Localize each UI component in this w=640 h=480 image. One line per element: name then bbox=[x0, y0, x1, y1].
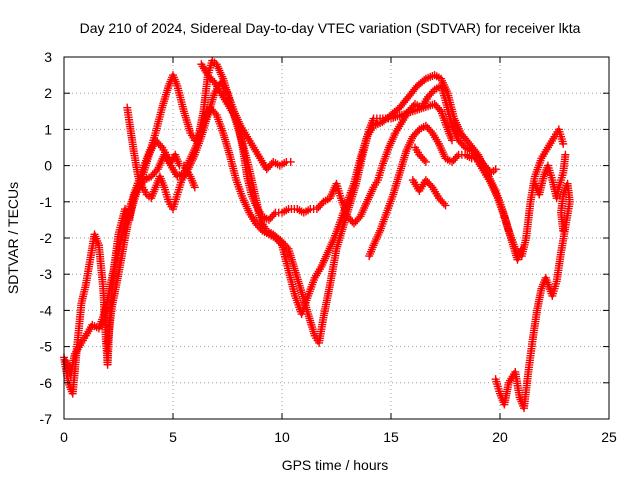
y-tick-label: -2 bbox=[40, 230, 53, 246]
data-point bbox=[452, 152, 461, 161]
y-tick-label: -5 bbox=[40, 339, 53, 355]
y-tick-label: 3 bbox=[44, 49, 52, 65]
x-tick-label: 0 bbox=[60, 429, 68, 445]
y-tick-label: 1 bbox=[44, 121, 52, 137]
data-point bbox=[190, 183, 199, 192]
x-tick-label: 5 bbox=[169, 429, 177, 445]
chart-title: Day 210 of 2024, Sidereal Day-to-day VTE… bbox=[80, 20, 581, 36]
data-point bbox=[420, 156, 429, 165]
x-tick-label: 20 bbox=[492, 429, 508, 445]
data-point bbox=[439, 199, 448, 208]
data-point bbox=[435, 105, 444, 114]
y-tick-label: 0 bbox=[44, 158, 52, 174]
series-track-9 bbox=[491, 179, 574, 413]
data-point bbox=[491, 165, 500, 174]
series-track-7 bbox=[408, 176, 450, 210]
series-track-5 bbox=[103, 136, 199, 347]
data-point bbox=[421, 157, 430, 166]
series-track-10 bbox=[530, 150, 570, 203]
data-point bbox=[559, 139, 568, 148]
y-tick-label: -4 bbox=[40, 302, 53, 318]
series-track-4 bbox=[197, 60, 526, 264]
x-tick-label: 15 bbox=[383, 429, 399, 445]
data-point bbox=[269, 210, 278, 219]
x-tick-label: 10 bbox=[274, 429, 290, 445]
y-tick-label: -1 bbox=[40, 194, 53, 210]
y-axis-label: SDTVAR / TECUs bbox=[5, 182, 21, 294]
y-tick-label: 2 bbox=[44, 85, 52, 101]
series-track-6 bbox=[365, 121, 500, 261]
x-axis-label: GPS time / hours bbox=[282, 457, 389, 473]
data-point bbox=[559, 226, 568, 235]
data-point bbox=[156, 141, 165, 150]
y-tick-label: -6 bbox=[40, 375, 53, 391]
data-point bbox=[441, 201, 450, 210]
data-point bbox=[286, 157, 295, 166]
data-point bbox=[561, 150, 570, 159]
x-tick-label: 25 bbox=[601, 429, 617, 445]
axis-ticks: 0 5 10 15 20 25 -7 -6 -5 -4 -3 -2 -1 0 1 2 3 bbox=[40, 49, 617, 445]
y-tick-label: -7 bbox=[40, 411, 53, 427]
data-point bbox=[517, 244, 526, 253]
data-points bbox=[60, 56, 574, 413]
series-track-8 bbox=[410, 143, 430, 166]
y-tick-label: -3 bbox=[40, 266, 53, 282]
data-point bbox=[276, 239, 285, 248]
